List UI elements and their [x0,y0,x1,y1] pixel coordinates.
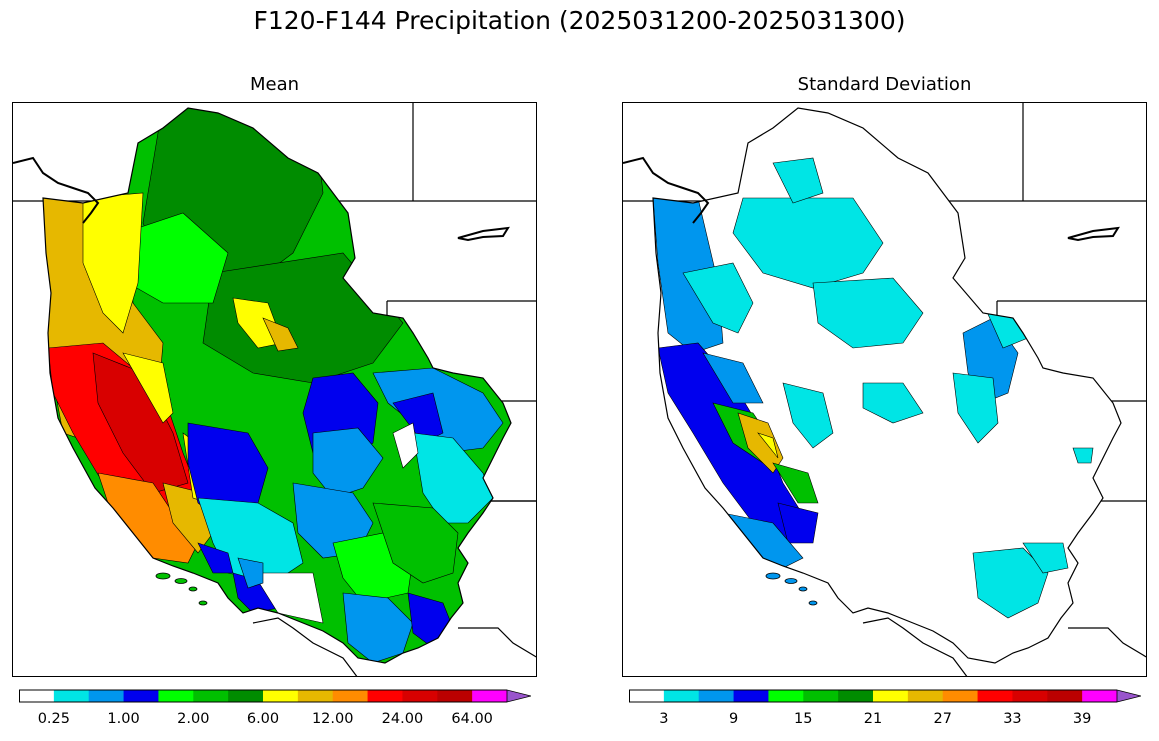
colorbar-tick-label: 39 [1072,711,1092,727]
figure-title: F120-F144 Precipitation (2025031200-2025… [253,6,906,35]
mean-map-canvas [13,103,536,676]
colorbar-segment [297,690,334,702]
colorbar-tick-label: 21 [863,711,883,727]
colorbar-segment [19,690,55,702]
colorbar-segment [123,690,159,702]
colorbar-tick-label: 24.00 [381,711,424,727]
colorbar-tick-label: 9 [728,711,739,727]
colorbar-segment [193,690,229,702]
colorbar-segment [733,690,769,702]
colorbar-segment [942,690,979,702]
stddev-map-canvas [623,103,1146,676]
colorbar-tick-label: 15 [794,711,813,727]
colorbar-segment [873,690,909,702]
stddev-panel-title: Standard Deviation [797,74,972,95]
stddev-map [622,102,1147,677]
colorbar-segment [402,690,438,702]
colorbar-segment [332,690,369,702]
colorbar-segment [907,690,944,702]
colorbar-segment [663,690,700,702]
colorbar-segment [472,690,508,702]
colorbar-tick-label: 6.00 [246,711,280,727]
colorbar-extend-arrow [1116,689,1141,703]
colorbar-segment [629,690,665,702]
colorbar-outline [629,689,1117,703]
colorbar-tick-label: 3 [659,711,669,727]
colorbar-segment [1012,690,1048,702]
colorbar-tick-label: 64.00 [451,711,493,727]
colorbar-tick-label: 0.25 [37,711,70,727]
colorbar-tick-label: 2.00 [177,711,210,727]
colorbar-segment [838,690,874,702]
colorbar-tick-label: 1.00 [107,711,140,727]
colorbar-segment [367,690,403,702]
colorbar-segment [53,690,90,702]
colorbar-segment [158,690,194,702]
colorbar-segment [228,690,264,702]
colorbar-segment [88,690,125,702]
colorbar-tick-label: 27 [933,711,952,727]
colorbar-segment [698,690,735,702]
mean-colorbar [19,689,531,703]
colorbar-outline [19,689,507,703]
colorbar-tick-label: 33 [1003,711,1022,727]
colorbar-extend-arrow [506,689,531,703]
colorbar-segment [1047,690,1083,702]
colorbar-tick-label: 12.00 [311,711,354,727]
colorbar-segment [977,690,1013,702]
colorbar-segment [803,690,839,702]
colorbar-segment [768,690,804,702]
mean-panel-title: Mean [249,74,300,95]
colorbar-segment [437,690,473,702]
stddev-colorbar [629,689,1141,703]
colorbar-segment [263,690,299,702]
colorbar-segment [1082,690,1118,702]
mean-map [12,102,537,677]
